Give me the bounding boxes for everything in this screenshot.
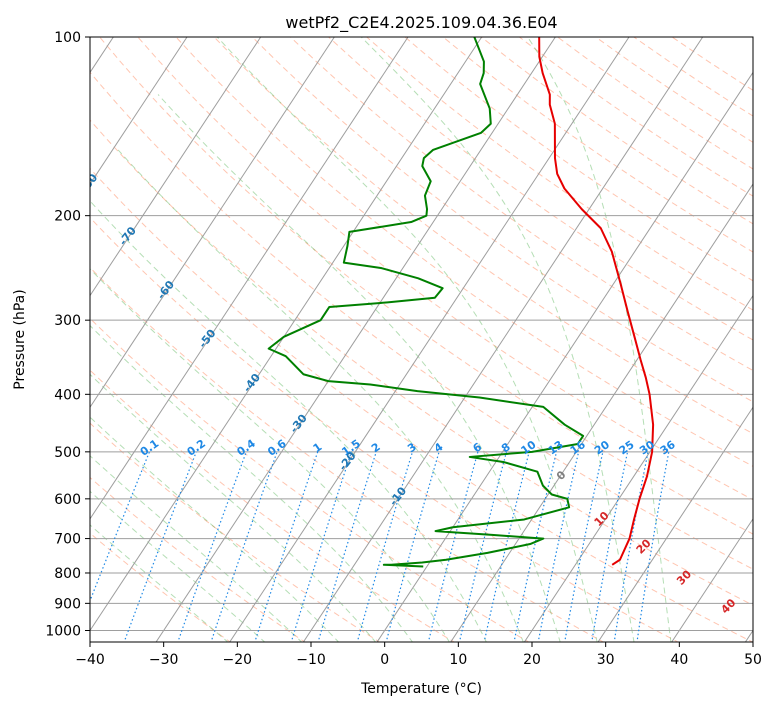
- y-tick-label: 500: [54, 445, 81, 461]
- moist-adiabat: [90, 455, 303, 642]
- moist-adiabat: [90, 524, 229, 642]
- mixing-ratio-line: [254, 451, 319, 642]
- dry-adiabat: [90, 216, 679, 642]
- y-tick-label: 1000: [45, 624, 81, 640]
- mixing-ratio-line: [513, 451, 558, 642]
- y-tick-label: 600: [54, 492, 81, 508]
- chart-title: wetPf2_C2E4.2025.109.04.36.E04: [285, 13, 557, 33]
- dry-adiabat: [90, 317, 530, 642]
- x-tick-label: −30: [149, 652, 179, 668]
- mixing-ratio-line: [123, 451, 197, 642]
- mixing-ratio-line: [290, 451, 353, 642]
- isotherm-gridline: [90, 37, 335, 409]
- x-tick-label: 40: [670, 652, 688, 668]
- isotherm-gridline: [90, 37, 262, 297]
- moist-adiabat: [90, 416, 340, 642]
- dry-adiabat: [251, 37, 753, 403]
- mixing-ratio-line: [427, 451, 479, 642]
- mixing-ratio-line: [177, 451, 247, 642]
- isotherm-gridline: [597, 406, 753, 642]
- isotherm-gridline: [90, 37, 409, 520]
- mixing-ratio-line: [210, 451, 278, 642]
- dry-adiabat: [328, 37, 753, 341]
- isotherm-gridline: [90, 37, 188, 185]
- moist-adiabat: [90, 200, 487, 642]
- isotherm-label: -80: [78, 171, 101, 195]
- isotherm-gridline: [229, 37, 630, 642]
- isotherm-gridline: [155, 37, 556, 642]
- mixing-ratio-line: [483, 451, 530, 642]
- y-tick-label: 900: [54, 596, 81, 612]
- x-tick-label: 50: [744, 652, 762, 668]
- mixing-ratio-line: [317, 451, 377, 642]
- isotherm-gridline: [523, 294, 753, 642]
- mixing-ratio-line: [458, 451, 508, 642]
- dry-adiabat: [90, 476, 306, 642]
- x-tick-label: 0: [380, 652, 389, 668]
- moist-adiabat: [360, 37, 635, 642]
- x-tick-label: 30: [597, 652, 615, 668]
- mixing-ratio-line: [90, 451, 151, 603]
- dry-adiabat: [90, 119, 753, 606]
- x-tick-label: −10: [296, 652, 326, 668]
- isotherm-gridline: [90, 37, 483, 632]
- moist-adiabat: [216, 37, 598, 642]
- moist-adiabat: [157, 94, 561, 642]
- moist-adiabat: [90, 324, 414, 642]
- plot-series: [267, 37, 655, 568]
- temperature-profile-line: [538, 37, 655, 566]
- dry-adiabat: [90, 71, 753, 570]
- dry-adiabat: [290, 37, 753, 372]
- x-tick-label: 10: [449, 652, 467, 668]
- y-tick-label: 300: [54, 313, 81, 329]
- y-tick-label: 200: [54, 209, 81, 225]
- isotherm-gridline: [671, 517, 753, 642]
- dewpoint-profile-line: [267, 37, 585, 568]
- moist-adiabat: [90, 268, 450, 642]
- plot-frame: [89, 36, 754, 643]
- isotherm-gridline: [376, 71, 753, 642]
- dry-adiabat: [137, 37, 753, 501]
- y-tick-label: 400: [54, 387, 81, 403]
- y-tick-label: 700: [54, 532, 81, 548]
- isotherm-gridline: [450, 183, 753, 642]
- isotherm-gridline: [302, 37, 704, 642]
- x-tick-label: −20: [223, 652, 253, 668]
- x-tick-label: −40: [75, 652, 105, 668]
- dry-adiabat: [90, 266, 605, 642]
- dry-adiabat: [99, 37, 753, 535]
- plot-background: [90, 37, 753, 642]
- moist-adiabat: [90, 373, 377, 642]
- dry-adiabat: [90, 167, 753, 642]
- x-axis-title: Temperature (°C): [360, 681, 482, 697]
- dry-adiabat: [90, 532, 232, 642]
- mixing-ratio-line: [356, 451, 414, 642]
- x-tick-label: 20: [523, 652, 541, 668]
- y-axis-title: Pressure (hPa): [12, 289, 28, 389]
- chart-axes: −40 −30 −20 −10 0 10 20 30 40 50 100 200 300 400 500 60…: [45, 30, 762, 668]
- y-tick-label: 100: [54, 30, 81, 46]
- y-tick-label: 800: [54, 566, 81, 582]
- moist-adiabat: [90, 490, 266, 642]
